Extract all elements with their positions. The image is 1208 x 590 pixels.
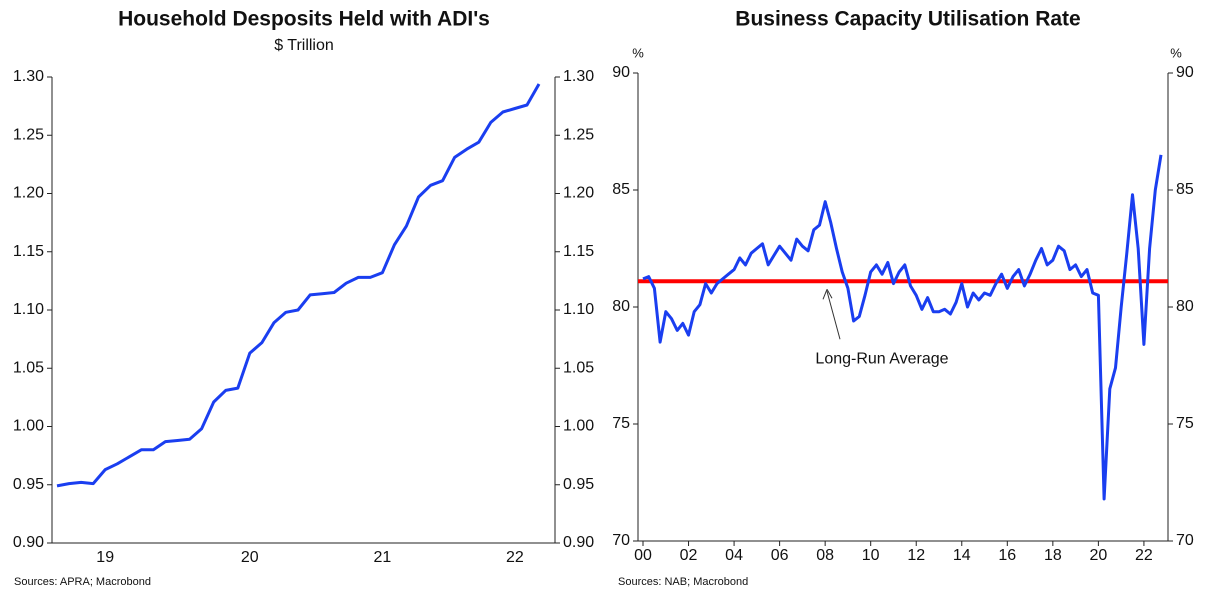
- chart-title: Household Desposits Held with ADI's: [118, 8, 490, 31]
- y2-tick-label: 1.30: [563, 68, 594, 85]
- annotation-arrowhead: [822, 289, 833, 300]
- y2-tick-label: 1.10: [563, 301, 594, 318]
- y2-tick-label: 1.05: [563, 359, 594, 376]
- x-tick-label: 00: [634, 547, 652, 564]
- y-tick-label: 1.30: [13, 68, 44, 85]
- y-tick-label: 75: [612, 415, 630, 432]
- chart-subtitle: $ Trillion: [274, 37, 334, 54]
- y-tick-label: 1.20: [13, 185, 44, 202]
- x-tick-label: 10: [862, 547, 880, 564]
- y2-tick-label: 0.90: [563, 534, 594, 551]
- y-tick-label: 1.05: [13, 359, 44, 376]
- x-tick-label: 19: [96, 549, 114, 566]
- source: Sources: APRA; Macrobond: [14, 576, 151, 588]
- y2-axis-label: %: [1170, 45, 1182, 60]
- y-tick-label: 1.00: [13, 418, 44, 435]
- x-tick-label: 14: [953, 547, 971, 564]
- x-tick-label: 21: [373, 549, 391, 566]
- y-tick-label: 0.95: [13, 476, 44, 493]
- x-tick-label: 20: [241, 549, 259, 566]
- x-tick-label: 22: [1135, 547, 1153, 564]
- y-tick-label: 0.90: [13, 534, 44, 551]
- y-tick-label: 1.15: [13, 243, 44, 260]
- x-tick-label: 06: [771, 547, 789, 564]
- x-tick-label: 18: [1044, 547, 1062, 564]
- y-tick-label: 70: [612, 532, 630, 549]
- y2-tick-label: 90: [1176, 64, 1194, 81]
- y2-tick-label: 80: [1176, 298, 1194, 315]
- y2-tick-label: 75: [1176, 415, 1194, 432]
- source: Sources: NAB; Macrobond: [618, 576, 748, 588]
- y-tick-label: 80: [612, 298, 630, 315]
- y-axis-label: %: [632, 45, 644, 60]
- y2-tick-label: 0.95: [563, 476, 594, 493]
- chart-title: Business Capacity Utilisation Rate: [735, 8, 1080, 31]
- x-tick-label: 04: [725, 547, 743, 564]
- y-tick-label: 85: [612, 181, 630, 198]
- x-tick-label: 16: [998, 547, 1016, 564]
- y2-tick-label: 1.20: [563, 185, 594, 202]
- annotation-arrow: [826, 291, 841, 340]
- y2-tick-label: 70: [1176, 532, 1194, 549]
- x-tick-label: 08: [816, 547, 834, 564]
- y2-tick-label: 1.00: [563, 418, 594, 435]
- y2-tick-label: 85: [1176, 181, 1194, 198]
- y-tick-label: 90: [612, 64, 630, 81]
- y2-tick-label: 1.15: [563, 243, 594, 260]
- data-line: [642, 154, 1163, 501]
- y2-tick-label: 1.25: [563, 126, 594, 143]
- x-tick-label: 12: [907, 547, 925, 564]
- data-line: [56, 83, 541, 488]
- x-tick-label: 22: [506, 549, 524, 566]
- y-tick-label: 1.10: [13, 301, 44, 318]
- x-tick-label: 02: [680, 547, 698, 564]
- y-tick-label: 1.25: [13, 126, 44, 143]
- annotation: Long-Run Average: [815, 350, 948, 367]
- x-tick-label: 20: [1089, 547, 1107, 564]
